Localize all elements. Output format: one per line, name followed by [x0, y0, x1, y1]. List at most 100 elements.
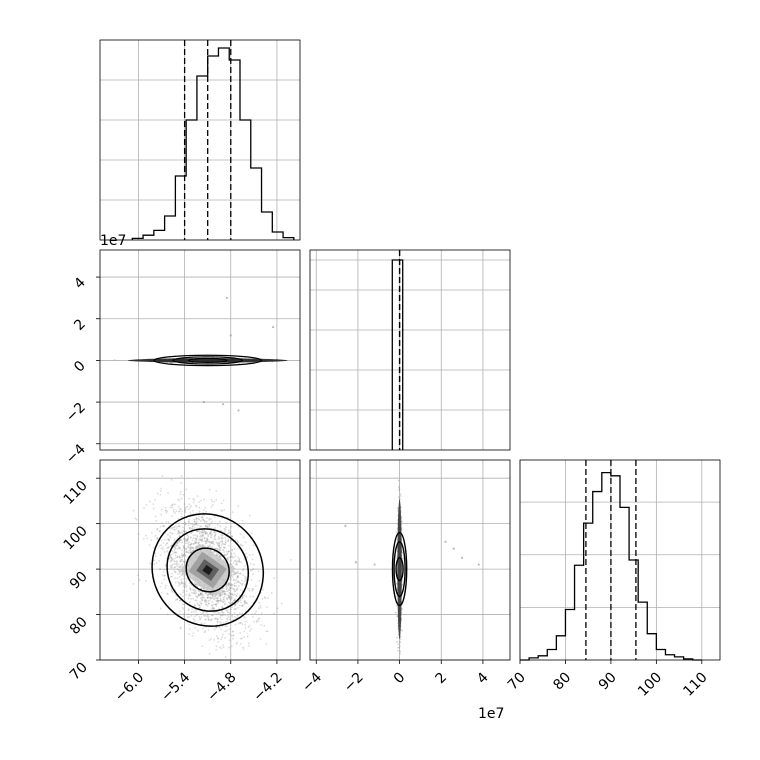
sample-point: [228, 639, 231, 642]
sample-point: [239, 622, 242, 624]
sample-point: [202, 535, 204, 537]
sample-point: [236, 575, 239, 578]
sample-point: [231, 511, 234, 514]
sample-point: [245, 602, 248, 605]
sample-point: [190, 597, 193, 600]
sample-point: [241, 612, 244, 615]
sample-point: [221, 614, 224, 617]
sample-point: [189, 511, 192, 514]
sample-point: [192, 497, 194, 500]
sample-point: [238, 604, 241, 607]
sample-point: [248, 514, 251, 517]
sample-point: [181, 564, 184, 567]
sample-point: [173, 566, 176, 569]
sample-point: [206, 532, 209, 535]
sample-point: [209, 532, 212, 535]
sample-point: [255, 621, 258, 623]
sample-point: [174, 577, 176, 579]
sample-point: [245, 553, 248, 555]
sample-point: [219, 595, 222, 597]
sample-point: [172, 508, 175, 511]
sample-point: [177, 542, 179, 545]
sample-point: [195, 537, 198, 540]
sample-point: [398, 485, 401, 488]
sample-point: [171, 503, 174, 506]
sample-point: [230, 563, 232, 566]
sample-point: [179, 593, 182, 596]
sample-point: [189, 536, 192, 539]
sample-point: [235, 585, 238, 587]
sample-point: [232, 594, 235, 597]
sample-point: [179, 547, 182, 550]
sample-point: [210, 596, 212, 599]
sample-point: [213, 618, 216, 620]
sample-point: [231, 616, 234, 618]
sample-point: [181, 526, 184, 529]
sample-point: [220, 537, 223, 540]
sample-point: [212, 614, 214, 617]
sample-point: [216, 544, 219, 546]
sample-point: [173, 526, 176, 529]
sample-point: [221, 533, 224, 536]
sample-point: [218, 646, 221, 649]
sample-point: [212, 606, 215, 609]
sample-point: [219, 594, 222, 597]
sample-point: [218, 555, 221, 558]
sample-point: [190, 522, 192, 525]
sample-point: [214, 534, 217, 537]
sample-point: [396, 507, 399, 509]
sample-point: [227, 594, 230, 597]
sample-point: [223, 590, 226, 593]
sample-point: [213, 607, 215, 610]
sample-point: [189, 594, 192, 597]
sample-point: [180, 482, 183, 484]
sample-point: [183, 577, 186, 580]
sample-point: [252, 573, 254, 576]
sample-point: [217, 641, 220, 643]
sample-point: [239, 532, 242, 535]
y-tick-label: −2: [63, 400, 89, 426]
sample-point: [237, 560, 240, 563]
sample-point: [189, 589, 192, 591]
sample-point: [206, 539, 209, 541]
sample-point: [179, 560, 182, 563]
sample-point: [259, 604, 262, 607]
sample-point: [238, 362, 241, 365]
sample-point: [397, 479, 400, 482]
sample-point: [178, 599, 181, 602]
contour-level: [172, 356, 243, 365]
sample-point: [234, 603, 237, 606]
sample-point: [235, 571, 238, 574]
sample-point: [219, 554, 222, 557]
sample-point: [206, 597, 209, 600]
sample-point: [166, 547, 168, 550]
sample-point: [192, 542, 195, 545]
sample-point: [180, 539, 183, 541]
sample-point: [252, 544, 255, 547]
sample-point: [212, 504, 214, 506]
sample-point: [150, 539, 153, 542]
sample-point: [228, 596, 231, 599]
sample-point: [221, 601, 224, 604]
sample-point: [238, 612, 241, 615]
sample-point: [173, 560, 176, 563]
sample-point: [162, 548, 165, 551]
sample-point: [159, 585, 162, 588]
sample-point: [198, 590, 201, 593]
sample-point: [224, 625, 227, 627]
sample-point: [182, 537, 185, 540]
sample-point: [228, 545, 230, 547]
sample-point: [233, 547, 236, 550]
sample-point: [230, 597, 232, 600]
sample-point: [195, 595, 197, 598]
sample-point: [173, 546, 176, 549]
sample-point: [215, 613, 218, 616]
sample-point: [243, 565, 246, 568]
sample-point: [221, 606, 224, 609]
sample-point: [177, 517, 180, 520]
sample-point: [228, 596, 231, 599]
sample-point: [208, 541, 211, 544]
sample-point: [225, 585, 227, 588]
sample-point: [216, 637, 219, 640]
sample-point: [156, 538, 159, 540]
